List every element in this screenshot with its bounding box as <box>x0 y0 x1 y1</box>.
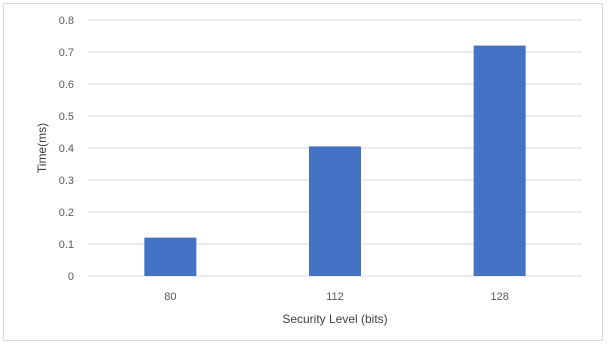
y-tick-labels: 0 0.1 0.2 0.3 0.4 0.5 0.6 0.7 0.8 <box>59 15 74 283</box>
y-tick-label: 0.3 <box>59 175 74 187</box>
x-tick-label: 128 <box>490 291 508 303</box>
x-tick-label: 112 <box>326 291 344 303</box>
x-axis-title: Security Level (bits) <box>282 312 387 326</box>
bar-112 <box>309 146 361 276</box>
bars <box>144 45 526 276</box>
y-tick-label: 0.1 <box>59 239 74 251</box>
y-tick-label: 0.8 <box>59 15 74 27</box>
y-axis-title: Time(ms) <box>35 123 49 173</box>
x-tick-label: 80 <box>164 291 176 303</box>
y-tick-label: 0 <box>68 271 74 283</box>
x-tick-labels: 80 112 128 <box>164 291 509 303</box>
y-tick-label: 0.6 <box>59 79 74 91</box>
y-tick-label: 0.2 <box>59 207 74 219</box>
y-tick-label: 0.5 <box>59 111 74 123</box>
y-tick-label: 0.7 <box>59 47 74 59</box>
bar-80 <box>144 237 197 276</box>
y-tick-label: 0.4 <box>59 143 74 155</box>
bar-128 <box>473 45 526 276</box>
